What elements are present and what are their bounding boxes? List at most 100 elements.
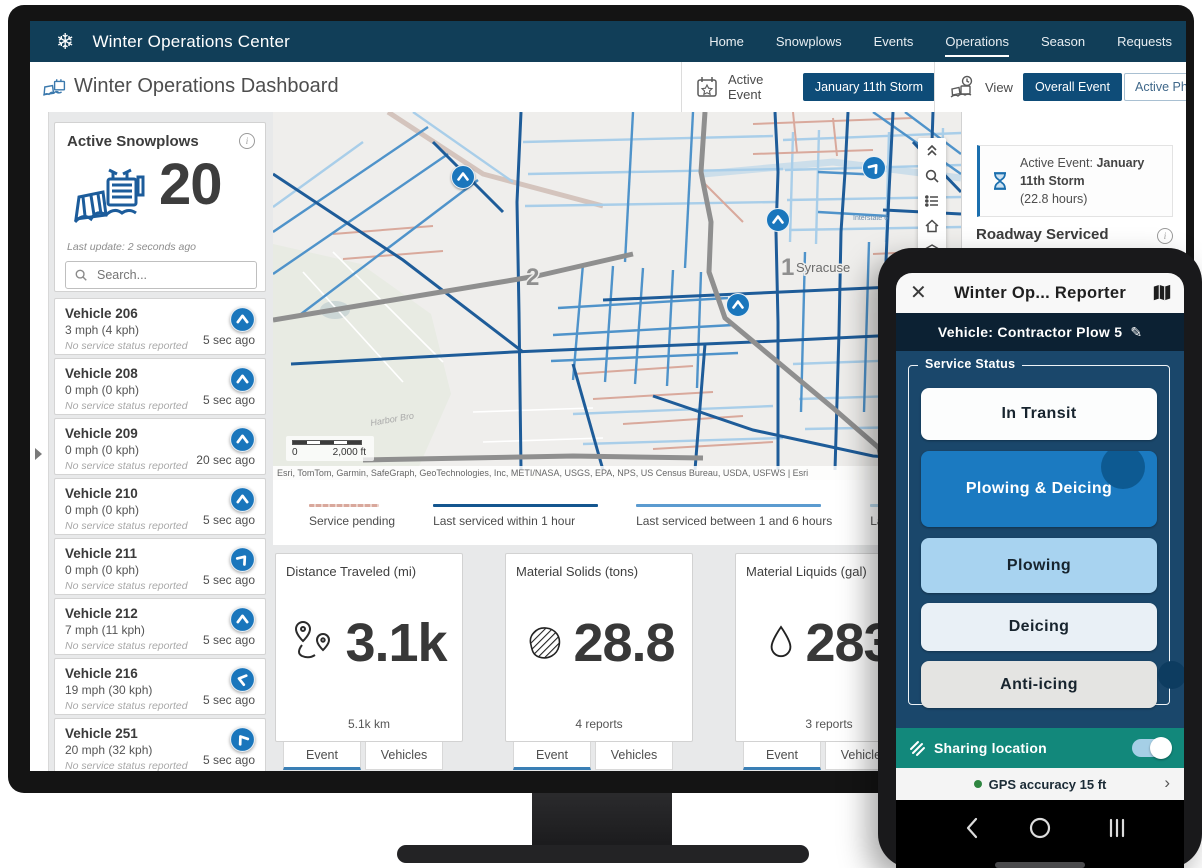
scalebar-max: 2,000 ft [332, 447, 366, 458]
vehicle-report-time: 20 sec ago [196, 453, 255, 467]
map-attribution: Esri, TomTom, Garmin, SafeGraph, GeoTech… [273, 466, 961, 480]
vehicle-report-time: 5 sec ago [202, 753, 255, 767]
android-recents-icon[interactable] [1108, 817, 1126, 839]
phone-vehicle-bar: Vehicle: Contractor Plow 5 ✎ [896, 313, 1184, 351]
vehicle-report-time: 5 sec ago [202, 393, 255, 407]
gps-accuracy-text: GPS accuracy 15 ft [988, 776, 1107, 792]
vehicle-service-status: No service status reported [65, 340, 188, 352]
vehicle-service-status: No service status reported [65, 760, 188, 771]
map-vehicle-marker[interactable] [726, 293, 750, 317]
search-icon[interactable] [924, 168, 940, 184]
vehicle-service-status: No service status reported [65, 640, 188, 652]
tab-event[interactable]: Event [743, 742, 821, 770]
tab-vehicles[interactable]: Vehicles [595, 742, 673, 770]
nav-item-operations[interactable]: Operations [945, 30, 1009, 57]
map-canvas: 2 1 Syracuse Harbor Bro Interstate 6 [273, 112, 961, 480]
tab-event[interactable]: Event [283, 742, 361, 770]
vehicle-service-status: No service status reported [65, 520, 188, 532]
active-snowplows-count: 20 [159, 152, 223, 217]
map-legend: Service pending Last serviced within 1 h… [273, 480, 1036, 545]
map-scalebar: 0 2,000 ft [286, 436, 374, 461]
floating-button-peek [1158, 661, 1184, 689]
home-icon[interactable] [924, 218, 940, 234]
hourglass-icon [994, 172, 1006, 191]
vehicle-list-item[interactable]: Vehicle 209 0 mph (0 kph) No service sta… [54, 418, 266, 475]
dashboard-header: Winter Operations Dashboard Active Event… [30, 62, 1186, 113]
nav-item-season[interactable]: Season [1040, 34, 1086, 49]
interstate-label: Interstate 6 [853, 215, 888, 222]
active-event-label: Active Event [728, 72, 764, 102]
vehicle-heading-icon [230, 727, 255, 752]
active-event-text: Active Event: January 11th Storm (22.8 h… [1020, 156, 1145, 207]
vehicle-list-item[interactable]: Vehicle 208 0 mph (0 kph) No service sta… [54, 358, 266, 415]
status-button-in-transit[interactable]: In Transit [921, 388, 1157, 440]
vehicle-report-time: 5 sec ago [202, 633, 255, 647]
status-button-plowing-deicing[interactable]: Plowing & Deicing [921, 451, 1157, 527]
vehicle-heading-icon [230, 667, 255, 692]
snowplow-icon [42, 79, 66, 96]
sharing-location-label: Sharing location [934, 740, 1047, 756]
kpi-value: 28.8 [573, 613, 675, 673]
android-back-icon[interactable] [964, 817, 980, 839]
vehicle-heading-icon [230, 307, 255, 332]
map-vehicle-marker[interactable] [862, 156, 886, 180]
vehicle-list-item[interactable]: Vehicle 211 0 mph (0 kph) No service sta… [54, 538, 266, 595]
info-icon[interactable]: i [1157, 228, 1173, 244]
snowflake-icon: ❄ [56, 28, 75, 54]
vehicle-list-item[interactable]: Vehicle 210 0 mph (0 kph) No service sta… [54, 478, 266, 535]
nav-item-events[interactable]: Events [873, 34, 914, 49]
route-pins-icon [295, 620, 331, 659]
expand-panel-handle[interactable] [35, 448, 42, 460]
sharing-location-icon [910, 741, 925, 756]
search-input[interactable] [95, 267, 239, 283]
vehicle-list-item[interactable]: Vehicle 212 7 mph (11 kph) No service st… [54, 598, 266, 655]
tab-vehicles[interactable]: Vehicles [365, 742, 443, 770]
phone-screen: ✕ Winter Op... Reporter Vehicle: Contrac… [896, 273, 1184, 868]
vehicle-speed: 0 mph (0 kph) [65, 383, 140, 397]
map-toolbar [918, 138, 946, 263]
vehicle-list-item[interactable]: Vehicle 216 19 mph (30 kph) No service s… [54, 658, 266, 715]
dashboard-main: Active Snowplows i 20 Last update: 2 sec… [30, 112, 1186, 771]
vehicle-speed: 19 mph (30 kph) [65, 683, 153, 697]
edit-pencil-icon[interactable]: ✎ [1130, 323, 1143, 340]
info-icon[interactable]: i [239, 133, 255, 149]
android-home-icon[interactable] [1029, 817, 1051, 839]
vehicle-service-status: No service status reported [65, 700, 188, 712]
overall-event-button[interactable]: Overall Event [1022, 73, 1122, 101]
active-phase-button[interactable]: Active Phase [1123, 73, 1186, 101]
search-icon [75, 269, 87, 281]
status-button-deicing[interactable]: Deicing [921, 603, 1157, 651]
vehicle-list-item[interactable]: Vehicle 251 20 mph (32 kph) No service s… [54, 718, 266, 771]
vehicle-search[interactable] [65, 261, 257, 289]
page-title: Winter Operations Dashboard [74, 75, 339, 97]
sharing-toggle[interactable] [1132, 737, 1172, 759]
nav-item-home[interactable]: Home [709, 34, 744, 49]
city-label: Syracuse [796, 260, 850, 275]
nav-item-requests[interactable]: Requests [1117, 34, 1172, 49]
vehicle-name: Vehicle 216 [65, 666, 138, 681]
kpi-tabs: Event Vehicles [743, 742, 903, 770]
legend-icon[interactable] [924, 193, 940, 209]
snowplows-card-title: Active Snowplows [67, 133, 199, 150]
tab-event[interactable]: Event [513, 742, 591, 770]
android-nav-bar [896, 800, 1184, 868]
service-map[interactable]: 2 1 Syracuse Harbor Bro Interstate 6 0 2… [273, 112, 961, 480]
active-event-button[interactable]: January 11th Storm [802, 73, 935, 101]
service-status-label: Service Status [918, 357, 1023, 371]
gps-accuracy-bar[interactable]: GPS accuracy 15 ft › [896, 768, 1184, 800]
solids-blob-icon [530, 627, 561, 659]
vehicle-heading-icon [230, 367, 255, 392]
status-button-plowing[interactable]: Plowing [921, 538, 1157, 593]
map-icon[interactable] [1152, 283, 1172, 303]
close-icon[interactable]: ✕ [910, 282, 927, 304]
vehicle-report-time: 5 sec ago [202, 333, 255, 347]
vehicle-speed: 20 mph (32 kph) [65, 743, 153, 757]
phone-app-title: Winter Op... Reporter [953, 283, 1127, 302]
map-vehicle-marker[interactable] [451, 165, 475, 189]
nav-item-snowplows[interactable]: Snowplows [775, 34, 842, 49]
collapse-icon[interactable] [924, 142, 940, 159]
vehicle-list-item[interactable]: Vehicle 206 3 mph (4 kph) No service sta… [54, 298, 266, 355]
status-button-anti-icing[interactable]: Anti-icing [921, 661, 1157, 708]
map-vehicle-marker[interactable] [766, 208, 790, 232]
nav-menu: Home Snowplows Events Operations Season … [709, 21, 1172, 62]
